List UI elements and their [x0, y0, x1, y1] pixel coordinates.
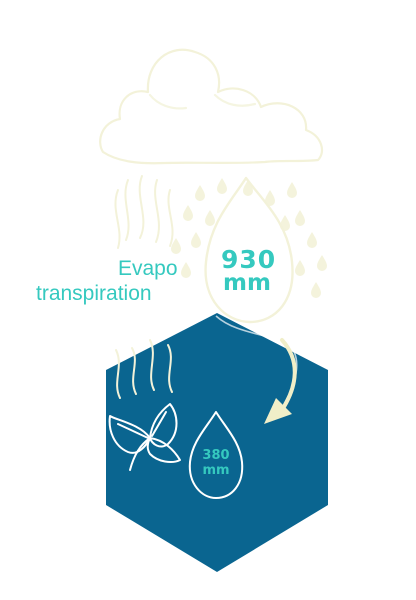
evaporation-wisps-icon — [114, 175, 174, 399]
infiltration-amount: 380 — [202, 448, 230, 463]
leaf-icon — [108, 403, 181, 471]
large-drop-icon — [204, 176, 294, 324]
rainfall-amount: 930 — [221, 245, 277, 274]
cloud-icon — [99, 48, 324, 165]
hexagon-shape — [106, 313, 328, 572]
rainfall-unit: mm — [223, 270, 271, 296]
evapotranspiration-label-line1: Evapo — [118, 257, 178, 280]
raindrops-icon — [171, 178, 327, 298]
small-drop-icon — [188, 411, 244, 499]
curved-arrow-icon — [215, 315, 298, 424]
infiltration-unit: mm — [202, 463, 230, 478]
evapotranspiration-label-line2: transpiration — [36, 282, 152, 305]
